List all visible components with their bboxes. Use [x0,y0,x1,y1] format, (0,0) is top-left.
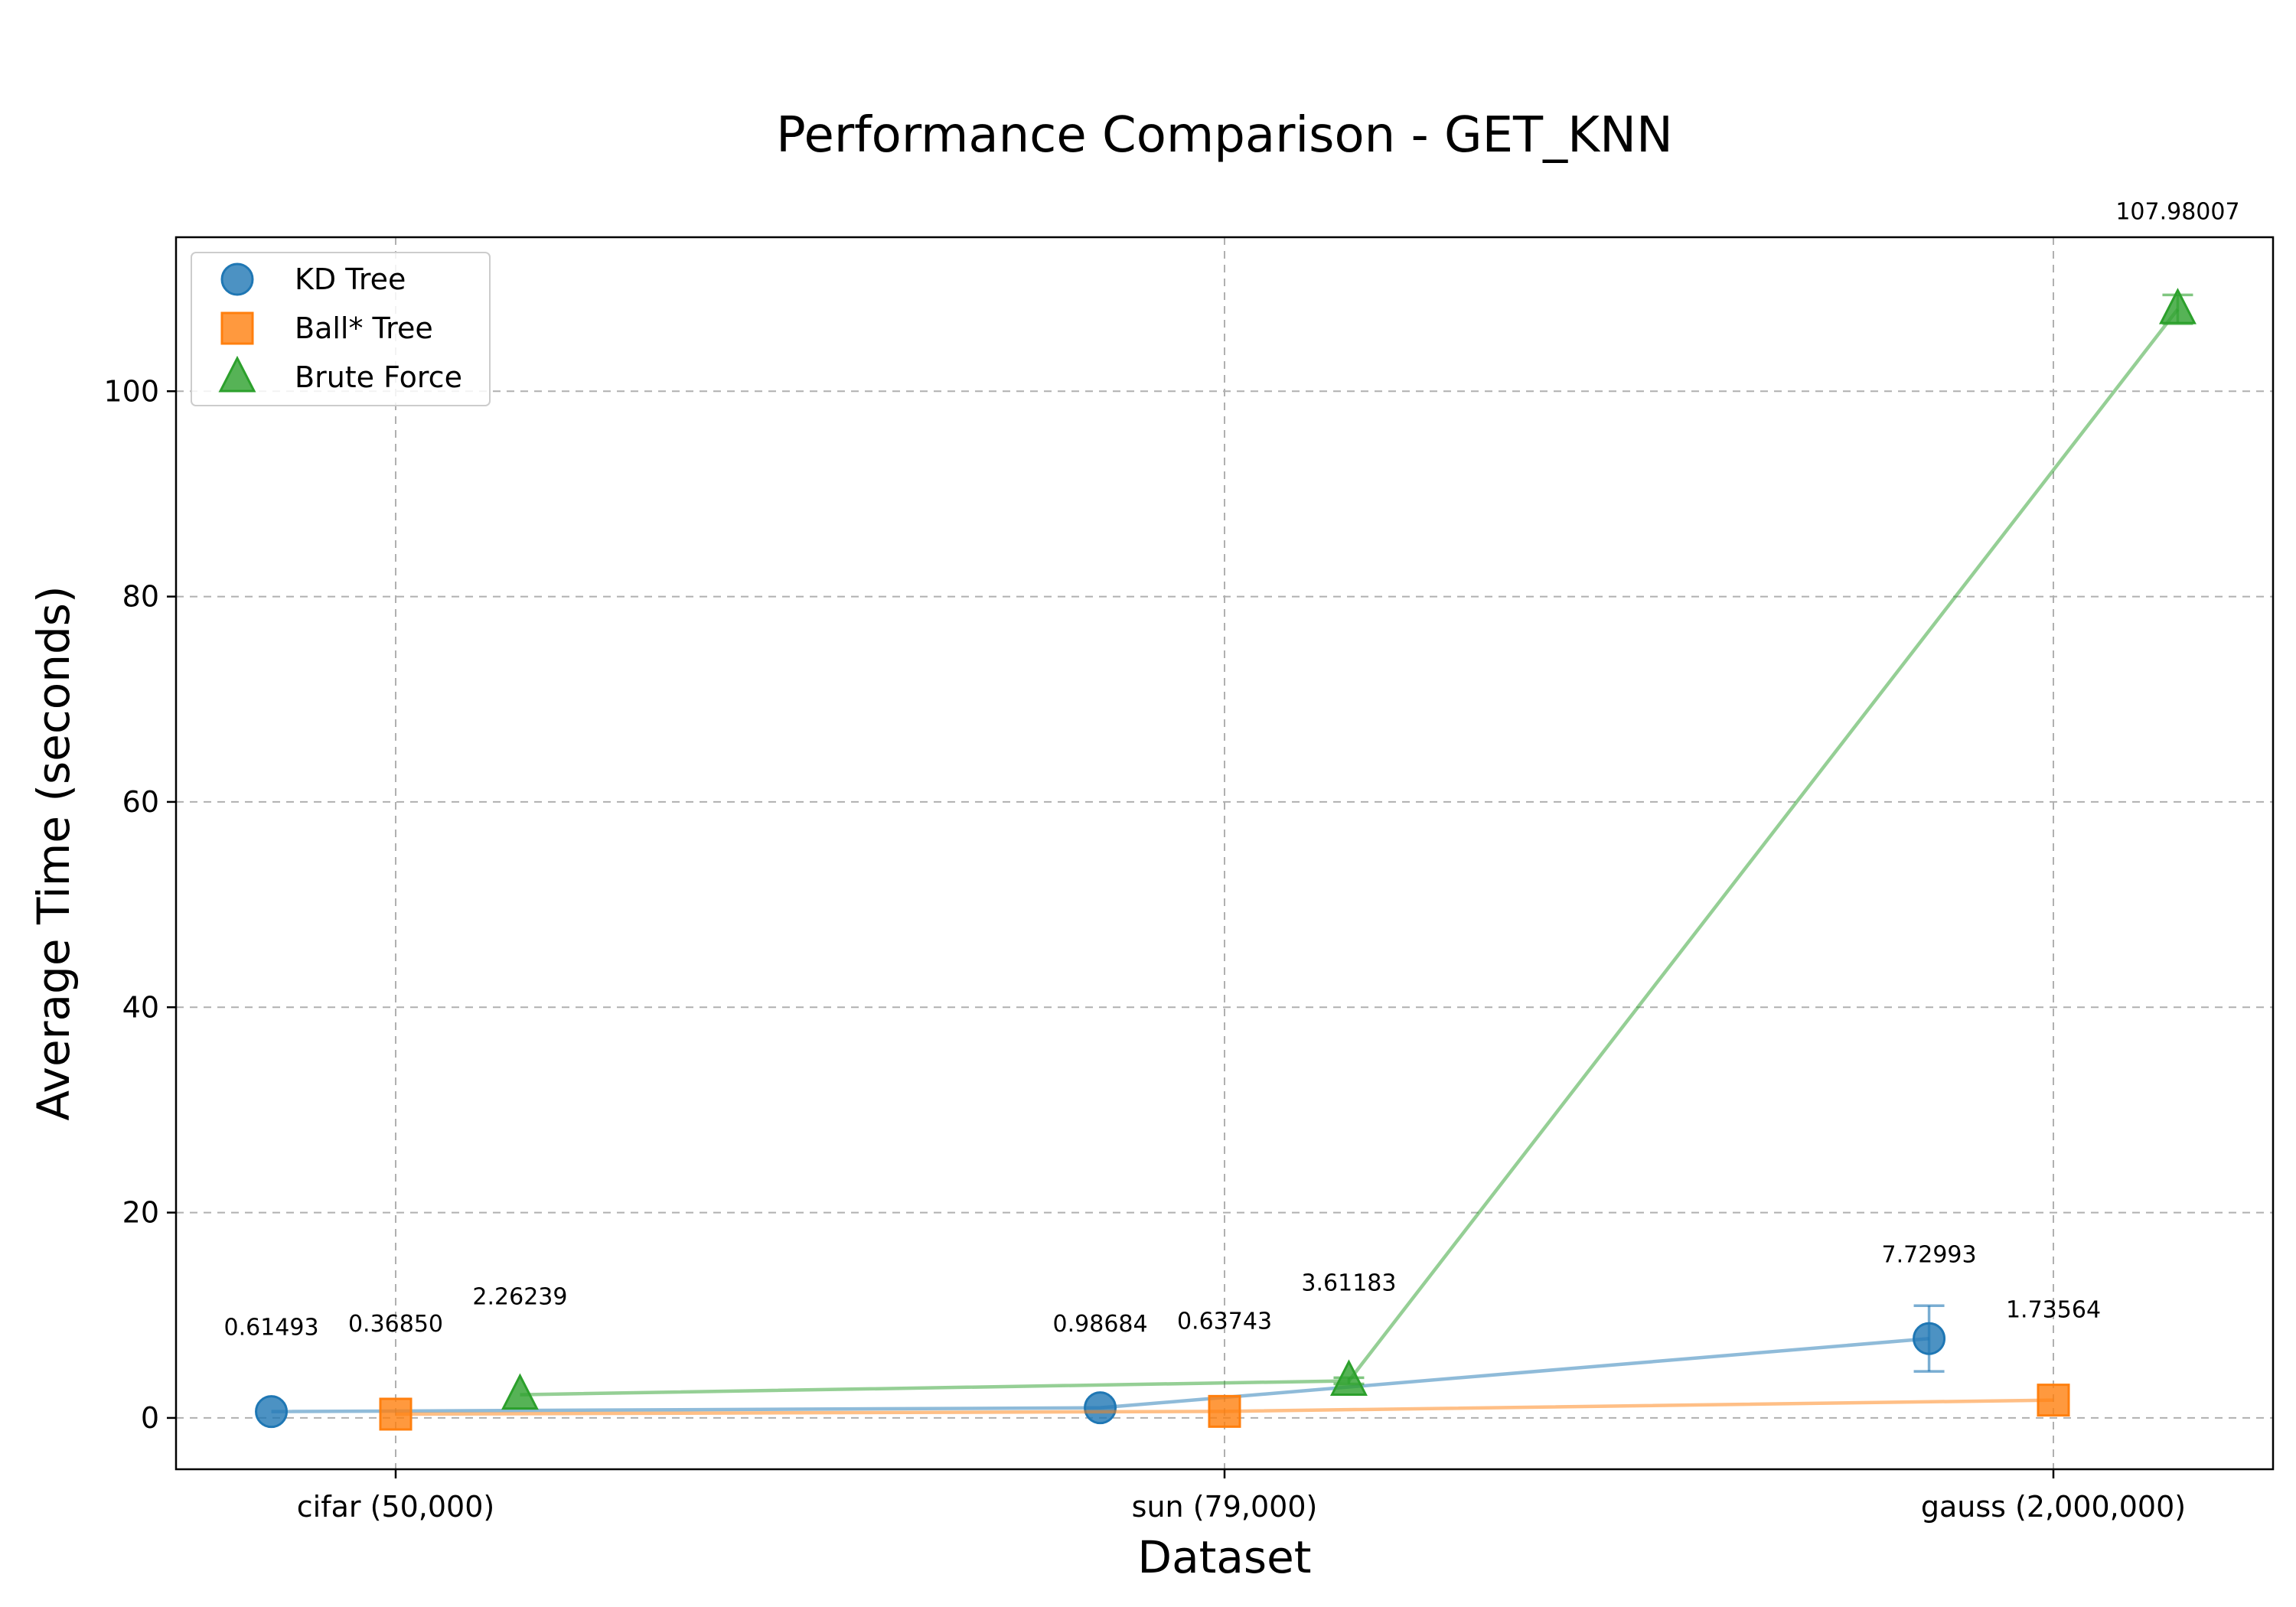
y-tick-label: 100 [103,374,159,408]
data-label: 107.98007 [2115,198,2239,225]
series-brute-force: 2.26239 3.61183 107.98007 [472,198,2240,1410]
legend-marker [218,355,256,393]
data-point [501,1373,539,1410]
data-label: 0.98684 [1053,1311,1148,1338]
series-ball-tree: 0.36850 0.63743 1.73564 [348,1297,2101,1431]
y-tick-label: 20 [122,1196,159,1230]
y-tick-label: 80 [122,580,159,614]
data-label: 2.26239 [472,1284,567,1311]
x-axis-label: Dataset [1137,1531,1311,1583]
series-line [520,308,2180,1397]
y-axis-label: Average Time (seconds) [28,585,80,1120]
legend: KD Tree Ball* Tree Brute Force [191,252,491,406]
x-tick-label: sun (79,000) [1132,1490,1318,1524]
data-label: 3.61183 [1301,1270,1396,1297]
data-label: 0.63743 [1177,1308,1272,1335]
data-label: 0.61493 [224,1315,319,1341]
series-kd-tree: 0.61493 0.98684 7.72993 [224,1241,1977,1429]
legend-label: Brute Force [295,360,462,394]
data-point [2037,1384,2070,1417]
legend-marker [220,311,254,345]
legend-label: Ball* Tree [295,311,433,345]
chart-title: Performance Comparison - GET_KNN [776,107,1673,164]
y-tick-label: 40 [122,990,159,1024]
data-point [1084,1391,1117,1425]
data-point [255,1395,289,1429]
y-tick-label: 0 [141,1401,159,1435]
grid-lines [176,237,2273,1469]
y-tick-label: 60 [122,785,159,819]
x-tick-label: gauss (2,000,000) [1921,1490,2186,1524]
data-label: 7.72993 [1882,1241,1977,1268]
data-label: 0.36850 [348,1311,443,1338]
x-tick-label: cifar (50,000) [297,1490,494,1524]
legend-marker [220,262,254,296]
axis-ticks: 0 20 40 60 80 100 cifar (50,000) sun (79,000) ga… [103,374,2186,1524]
data-point [379,1397,413,1431]
data-label: 1.73564 [2006,1297,2101,1324]
series-layer: 0.61493 0.98684 7.72993 0.36850 0.63743 1.735… [224,198,2240,1431]
legend-label: KD Tree [295,262,406,296]
legend-frame [191,252,491,406]
data-point [2158,288,2197,324]
data-point [1913,1322,1946,1355]
data-point [1329,1359,1368,1396]
data-point [1208,1394,1241,1428]
